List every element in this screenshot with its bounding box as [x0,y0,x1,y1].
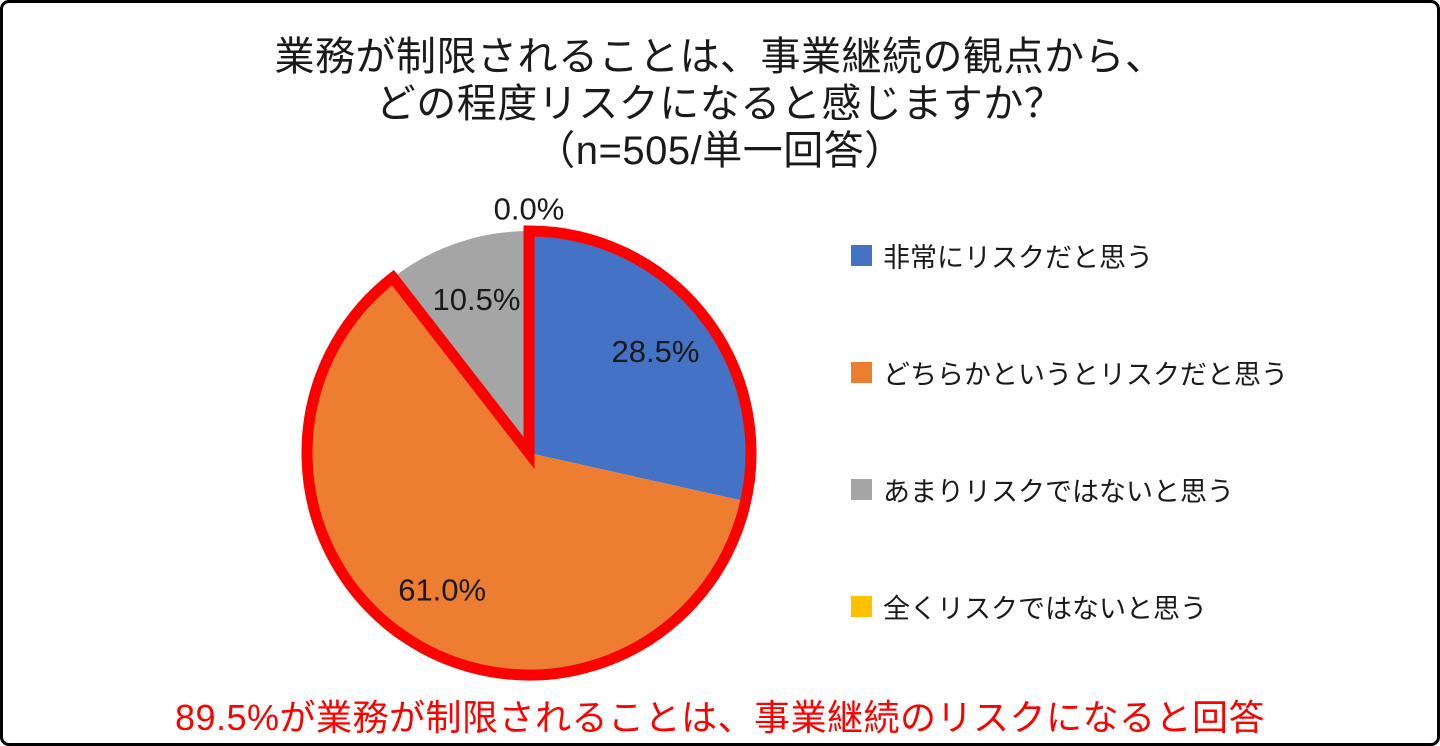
highlight-outline [301,225,757,681]
legend-item-very-risky: 非常にリスクだと思う [851,240,1288,273]
chart-title-line1: 業務が制限されることは、事業継続の観点から、 [274,35,1166,79]
legend-item-not-risky-at-all: 全くリスクではないと思う [851,592,1288,624]
legend-label: どちらかというとリスクだと思う [883,359,1288,390]
chart-legend: 非常にリスクだと思う どちらかというとリスクだと思う あまりリスクではないと思う… [851,240,1288,624]
chart-title-line3: （n=505/単一回答） [535,129,905,173]
pie-data-label-1: 61.0% [398,572,486,607]
pie-slice-2 [392,231,529,453]
chart-title-line2: どの程度リスクになると感じますか？ [375,82,1065,126]
pie-data-label-2: 10.5% [433,282,521,317]
legend-label: 全くリスクではないと思う [883,594,1207,625]
legend-swatch-orange-icon [851,361,872,383]
summary-annotation: 89.5%が業務が制限されることは、事業継続のリスクになると回答 [174,697,1266,738]
legend-label: 非常にリスクだと思う [883,242,1153,273]
legend-label: あまりリスクではないと思う [883,477,1234,508]
legend-swatch-blue-icon [851,244,872,266]
pie-chart: 28.5% 61.0% 10.5% 0.0% [301,191,757,681]
legend-swatch-gray-icon [851,479,872,501]
pie-slice-1 [307,277,746,675]
pie-slice-0 [529,231,751,502]
pie-data-label-3: 0.0% [494,191,565,226]
legend-item-somewhat-risky: どちらかというとリスクだと思う [851,357,1288,390]
pie-data-label-0: 28.5% [612,334,700,369]
legend-item-not-very-risky: あまりリスクではないと思う [851,475,1288,507]
legend-swatch-yellow-icon [851,596,872,618]
chart-title: 業務が制限されることは、事業継続の観点から、 どの程度リスクになると感じますか？… [3,34,1437,175]
